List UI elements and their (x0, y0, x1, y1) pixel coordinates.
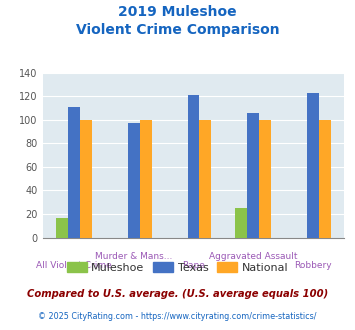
Text: Aggravated Assault: Aggravated Assault (209, 252, 297, 261)
Bar (307, 93, 319, 238)
Legend: Muleshoe, Texas, National: Muleshoe, Texas, National (62, 258, 293, 277)
Text: Robbery: Robbery (294, 261, 332, 270)
Text: 2019 Muleshoe: 2019 Muleshoe (118, 5, 237, 19)
Bar (128, 123, 140, 238)
Text: Rape: Rape (182, 261, 205, 270)
Bar (80, 120, 92, 238)
Text: Violent Crime Comparison: Violent Crime Comparison (76, 23, 279, 37)
Bar (319, 120, 331, 238)
Bar (200, 120, 211, 238)
Text: Murder & Mans...: Murder & Mans... (95, 252, 173, 261)
Text: All Violent Crime: All Violent Crime (36, 261, 112, 270)
Bar (247, 113, 259, 238)
Bar (68, 107, 80, 238)
Text: © 2025 CityRating.com - https://www.cityrating.com/crime-statistics/: © 2025 CityRating.com - https://www.city… (38, 312, 317, 321)
Bar (235, 208, 247, 238)
Bar (140, 120, 152, 238)
Bar (259, 120, 271, 238)
Text: Compared to U.S. average. (U.S. average equals 100): Compared to U.S. average. (U.S. average … (27, 289, 328, 299)
Bar (56, 217, 68, 238)
Bar (187, 95, 200, 238)
